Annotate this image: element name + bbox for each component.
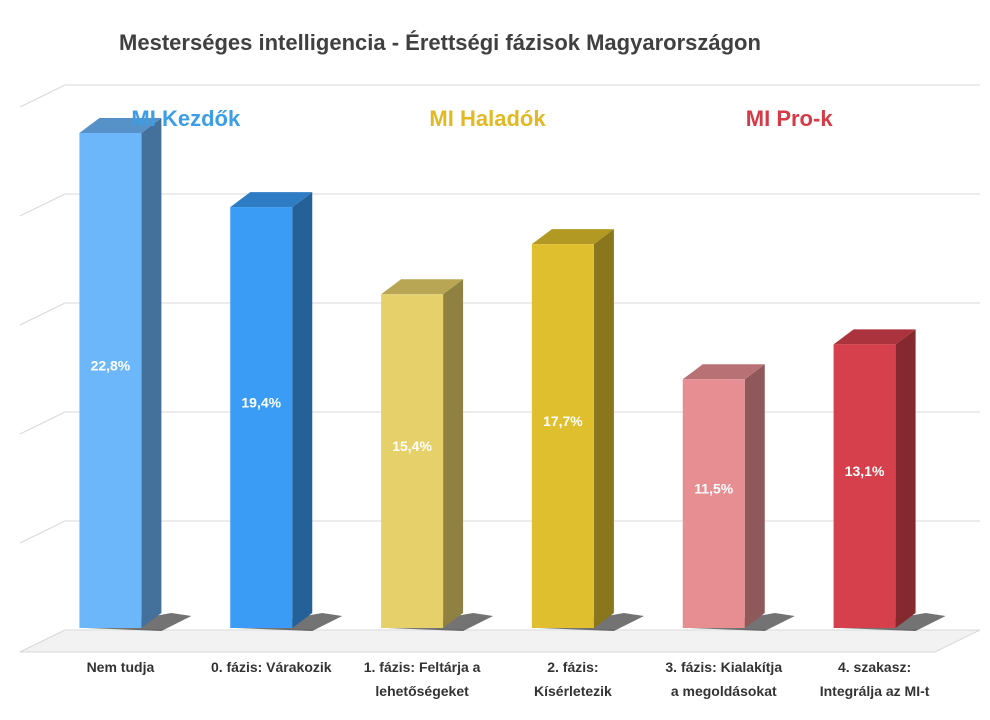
labels: 22,8% Nem tudja 19,4% 0. fázis: Várakozik 15… <box>87 357 930 699</box>
category-label: 2. fázis: Kísérletezik <box>534 659 612 699</box>
chart-title: Mesterséges intelligencia - Érettségi fá… <box>119 30 761 55</box>
value-label: 19,4% <box>241 395 281 411</box>
value-label: 22,8% <box>91 357 131 373</box>
bar-top <box>381 279 464 295</box>
group-label: MI Pro-k <box>746 106 834 131</box>
category-label: 4. szakasz: Integrálja az MI-t <box>820 659 930 699</box>
gridline-side <box>19 520 66 544</box>
group-label: MI Haladók <box>429 106 546 131</box>
category-label-line: 3. fázis: Kialakítja <box>665 659 782 675</box>
chart-floor <box>19 629 981 653</box>
bar <box>682 379 745 628</box>
category-label: 1. fázis: Feltárja a lehetőségeket <box>364 659 481 699</box>
gridline-side <box>19 193 66 217</box>
bar-side <box>593 229 614 628</box>
value-label: 13,1% <box>845 463 885 479</box>
category-label-line: a megoldásokat <box>671 683 777 699</box>
bar-side <box>292 192 313 628</box>
gridline-side <box>19 302 66 326</box>
bar-side <box>443 279 464 628</box>
bar-top <box>230 192 313 208</box>
category-label-line: 1. fázis: Feltárja a <box>364 659 481 675</box>
category-label: 3. fázis: Kialakítja a megoldásokat <box>665 659 782 699</box>
floor-plane <box>19 629 981 653</box>
bar <box>531 244 594 628</box>
category-label: 0. fázis: Várakozik <box>211 659 332 675</box>
group-labels: MI Kezdők MI Haladók MI Pro-k <box>131 106 833 131</box>
bar-top <box>531 229 614 245</box>
bar-side <box>744 364 765 628</box>
group-label: MI Kezdők <box>131 106 241 131</box>
bar <box>833 344 896 628</box>
bar <box>79 132 142 628</box>
category-label: Nem tudja <box>87 659 155 675</box>
category-label-line: Integrálja az MI-t <box>820 683 930 699</box>
gridline-side <box>19 84 66 108</box>
bar-side <box>141 117 162 629</box>
category-label-line: Nem tudja <box>87 659 155 675</box>
gridline-side <box>19 411 66 435</box>
bar <box>230 207 293 628</box>
category-label-line: lehetőségeket <box>375 683 469 699</box>
bars <box>79 117 946 631</box>
bar-top <box>79 117 162 133</box>
value-label: 15,4% <box>392 438 432 454</box>
category-label-line: Kísérletezik <box>534 683 612 699</box>
bar <box>381 294 444 628</box>
bar-top <box>682 364 765 380</box>
category-label-line: 4. szakasz: <box>838 659 911 675</box>
category-label-line: 0. fázis: Várakozik <box>211 659 332 675</box>
bar-side <box>895 329 916 628</box>
value-label: 17,7% <box>543 413 583 429</box>
category-label-line: 2. fázis: <box>547 659 598 675</box>
bar-top <box>833 329 916 345</box>
value-label: 11,5% <box>694 481 733 497</box>
